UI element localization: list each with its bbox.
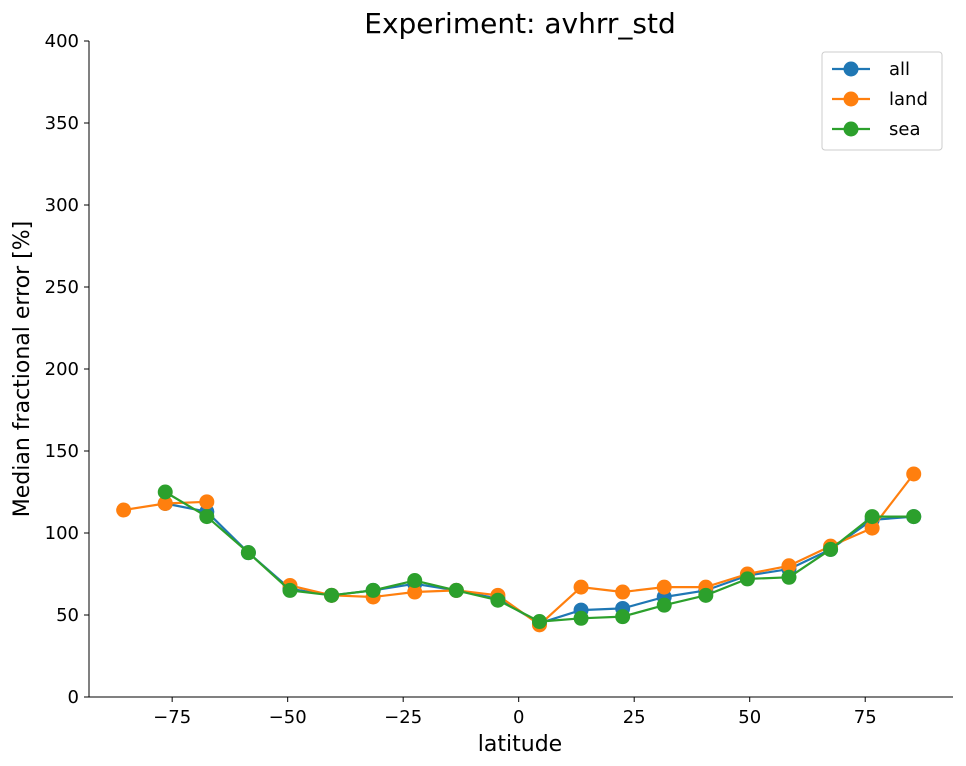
data-point-sea	[781, 569, 797, 585]
data-point-sea	[240, 545, 256, 561]
data-point-land	[864, 520, 880, 536]
data-point-sea	[615, 609, 631, 625]
data-point-sea	[573, 610, 589, 626]
data-point-sea	[365, 582, 381, 598]
data-point-sea	[823, 541, 839, 557]
legend-marker-all	[843, 61, 859, 77]
data-point-land	[116, 502, 132, 518]
plot-area: 0 50 100 150 200 250 300 350 400 −75 −50 −25 0 25 50 75	[45, 31, 953, 728]
data-point-sea	[656, 597, 672, 613]
y-tick-label: 50	[56, 605, 79, 626]
series-line-sea	[164, 491, 914, 623]
data-point-land	[157, 495, 173, 511]
data-point-land	[656, 579, 672, 595]
x-tick-label: −25	[384, 707, 422, 728]
data-point-sea	[157, 484, 173, 500]
series-land	[116, 466, 922, 633]
data-point-sea	[531, 614, 547, 630]
y-tick-label: 300	[45, 195, 79, 216]
legend-label-sea: sea	[889, 119, 920, 140]
series-sea	[157, 484, 922, 630]
x-tick-label: 50	[738, 707, 761, 728]
legend-marker-land	[843, 91, 859, 107]
x-tick-label: −50	[269, 707, 307, 728]
data-point-sea	[906, 509, 922, 525]
series-all	[157, 495, 922, 631]
data-point-sea	[282, 582, 298, 598]
x-axis-label: latitude	[478, 732, 562, 757]
series-line-all	[164, 502, 914, 625]
legend-label-all: all	[889, 59, 910, 80]
data-point-sea	[448, 582, 464, 598]
data-point-sea	[324, 587, 340, 603]
y-tick-label: 400	[45, 31, 79, 52]
x-tick-label: −75	[153, 707, 191, 728]
x-tick-label: 75	[854, 707, 877, 728]
data-point-land	[906, 466, 922, 482]
data-point-land	[573, 579, 589, 595]
y-tick-label: 200	[45, 359, 79, 380]
data-point-sea	[407, 573, 423, 589]
data-point-sea	[490, 592, 506, 608]
data-point-land	[781, 558, 797, 574]
chart-title: Experiment: avhrr_std	[364, 7, 675, 40]
data-point-sea	[864, 509, 880, 525]
x-tick-label: 0	[513, 707, 524, 728]
data-point-land	[199, 494, 215, 510]
legend: all land sea	[821, 51, 943, 151]
data-point-land	[407, 584, 423, 600]
y-tick-label: 0	[68, 687, 79, 708]
y-axis-label: Median fractional error [%]	[10, 221, 35, 517]
data-point-sea	[739, 571, 755, 587]
data-point-sea	[698, 587, 714, 603]
y-tick-label: 250	[45, 277, 79, 298]
legend-label-land: land	[889, 89, 928, 110]
legend-marker-sea	[843, 121, 859, 137]
y-tick-label: 100	[45, 523, 79, 544]
y-tick-label: 350	[45, 113, 79, 134]
x-tick-label: 25	[623, 707, 646, 728]
y-tick-label: 150	[45, 441, 79, 462]
data-point-sea	[199, 509, 215, 525]
data-point-land	[615, 584, 631, 600]
